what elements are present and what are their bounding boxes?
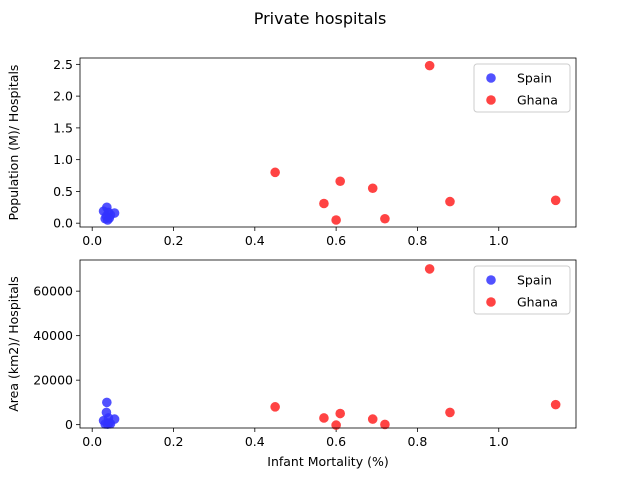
- legend-box: [473, 265, 571, 315]
- x-tick-label: 0.2: [164, 233, 184, 248]
- y-tick-label: 60000: [33, 284, 73, 299]
- y-tick-label: 2.5: [53, 57, 73, 72]
- x-tick-label: 0.8: [407, 434, 427, 449]
- legend: Spain Ghana: [473, 63, 571, 113]
- y-tick-label: 1.5: [53, 120, 73, 135]
- data-point-ghana: [270, 167, 280, 178]
- data-point-spain: [109, 208, 120, 218]
- chart-title: Private hospitals: [254, 9, 387, 28]
- data-point-ghana: [319, 413, 329, 423]
- y-tick-label: 40000: [33, 328, 73, 343]
- data-point-ghana: [270, 402, 280, 412]
- axes-frame: [79, 259, 577, 429]
- x-tick-label: 0.6: [326, 434, 346, 449]
- data-point-ghana: [424, 60, 435, 71]
- bottom-scatter-plot: 0.0 0.2 0.4 0.6 0.8 1.0 0 20000 40000 60000 Area (…: [6, 259, 577, 469]
- y-tick-label: 2.0: [53, 89, 73, 104]
- y-axis-label: Population (M)/ Hospitals: [6, 65, 21, 221]
- series-spain: [98, 397, 120, 430]
- legend-marker-spain: [486, 73, 496, 83]
- data-point-ghana: [335, 408, 345, 419]
- legend-label-spain: Spain: [517, 71, 552, 86]
- x-tick-label: 0.8: [407, 233, 427, 248]
- x-tick-label: 0.4: [245, 434, 265, 449]
- axes-frame: [79, 57, 577, 228]
- data-point-ghana: [331, 420, 341, 430]
- top-scatter-plot: 0.0 0.2 0.4 0.6 0.8 1.0 0.0 0.5 1.0 1.5 2.0 2.5 Popu…: [6, 57, 577, 248]
- y-tick-label: 0.0: [53, 216, 73, 231]
- data-point-ghana: [380, 213, 390, 224]
- y-tick-label: 20000: [33, 373, 73, 388]
- legend-marker-ghana: [486, 297, 496, 307]
- series-ghana: [270, 264, 561, 430]
- data-point-ghana: [331, 215, 341, 225]
- y-tick-label: 1.0: [53, 152, 73, 167]
- y-axis-label: Area (km2)/ Hospitals: [6, 276, 21, 412]
- data-point-ghana: [424, 264, 435, 274]
- x-tick-label: 0.0: [82, 233, 102, 248]
- data-point-ghana: [550, 195, 561, 206]
- series-ghana: [270, 60, 561, 225]
- data-point-spain: [102, 397, 112, 408]
- legend: Spain Ghana: [473, 265, 571, 315]
- legend-label-ghana: Ghana: [517, 93, 558, 108]
- x-tick-label: 0.0: [82, 434, 102, 449]
- legend-label-ghana: Ghana: [517, 295, 558, 310]
- x-tick-label: 0.6: [326, 233, 346, 248]
- x-tick-label: 1.0: [489, 233, 509, 248]
- legend-box: [473, 63, 571, 113]
- y-tick-label: 0: [65, 417, 73, 432]
- x-tick-label: 0.2: [164, 434, 184, 449]
- data-point-ghana: [380, 419, 390, 430]
- data-point-ghana: [550, 399, 561, 410]
- legend-marker-ghana: [486, 95, 496, 105]
- x-axis-label: Infant Mortality (%): [267, 454, 388, 469]
- series-spain: [98, 202, 120, 225]
- legend-label-spain: Spain: [517, 273, 552, 288]
- x-tick-label: 1.0: [489, 434, 509, 449]
- data-point-ghana: [445, 407, 455, 418]
- data-point-ghana: [445, 196, 455, 207]
- data-point-spain: [109, 414, 120, 424]
- data-point-ghana: [319, 198, 329, 209]
- legend-marker-spain: [486, 275, 496, 285]
- data-point-ghana: [367, 414, 378, 424]
- x-tick-label: 0.4: [245, 233, 265, 248]
- y-tick-label: 0.5: [53, 184, 73, 199]
- data-point-ghana: [335, 176, 345, 187]
- data-point-ghana: [367, 183, 378, 194]
